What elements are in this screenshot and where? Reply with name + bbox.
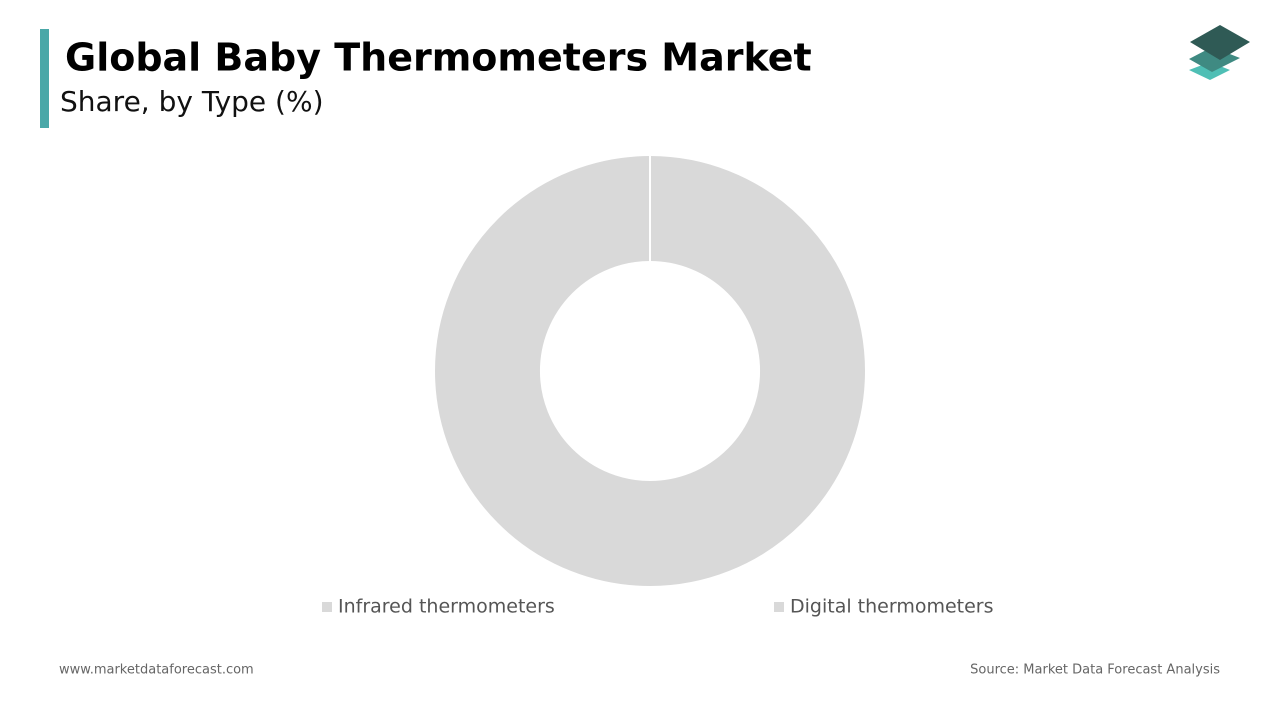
chart-title: Global Baby Thermometers Market — [65, 36, 812, 80]
logo — [1189, 25, 1250, 80]
legend-label: Digital thermometers — [790, 596, 994, 618]
website: www.marketdataforecast.com — [59, 663, 254, 678]
legend-swatch — [322, 602, 332, 612]
legend-swatch — [774, 602, 784, 612]
source: Source: Market Data Forecast Analysis — [970, 663, 1220, 678]
title-accent — [40, 29, 49, 128]
chart-subtitle: Share, by Type (%) — [60, 85, 324, 118]
legend-label: Infrared thermometers — [338, 596, 555, 618]
donut-slice — [433, 154, 867, 589]
